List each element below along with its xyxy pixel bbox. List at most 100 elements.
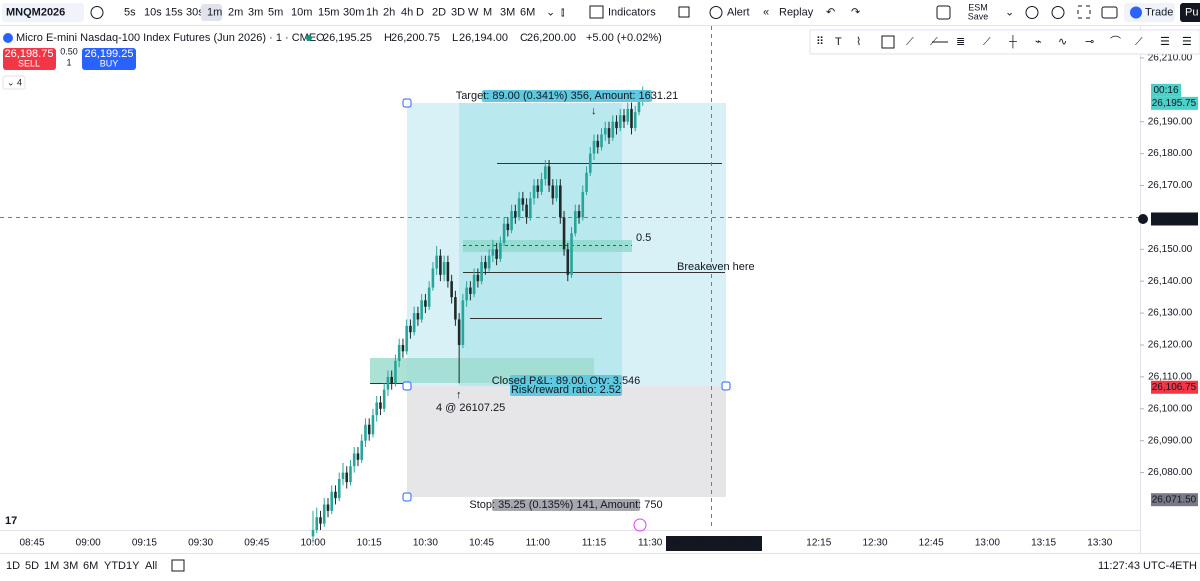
interval[interactable]: 1h <box>366 6 378 18</box>
trade-button[interactable]: Trade <box>1145 6 1173 18</box>
tool-wave[interactable]: ∿ <box>1058 36 1067 48</box>
undo[interactable]: ↶ <box>826 6 835 18</box>
interval[interactable]: 1m <box>207 6 222 18</box>
alert-button[interactable]: Alert <box>727 6 750 18</box>
interval[interactable]: 2m <box>228 6 243 18</box>
tool-arc[interactable]: ⌒ <box>1110 35 1121 48</box>
range-button[interactable]: 6M <box>83 560 98 572</box>
chevron[interactable]: ⌄ <box>546 6 555 18</box>
interval[interactable]: 5s <box>124 6 136 18</box>
chart-type-icon[interactable]: ⫾ <box>561 6 565 18</box>
candle-body <box>573 211 577 234</box>
target-label-bg <box>482 90 652 102</box>
buy-button[interactable] <box>82 48 136 70</box>
tool-brush[interactable]: ⟋ <box>906 36 914 48</box>
range-button[interactable]: 1M <box>44 560 59 572</box>
interval[interactable]: W <box>468 6 479 18</box>
buy-label[interactable]: BUY <box>100 58 119 68</box>
interval[interactable]: 15m <box>318 6 339 18</box>
interval[interactable]: M <box>483 6 492 18</box>
interval[interactable]: 30s <box>186 6 204 18</box>
x-tick-label: 10:30 <box>413 538 438 549</box>
range-button[interactable]: YTD <box>104 560 126 572</box>
tool-fib[interactable]: ≣ <box>956 36 965 48</box>
tool-ray[interactable]: ⊸ <box>1085 36 1094 48</box>
tool-pen[interactable]: ⌁ <box>1035 36 1042 48</box>
price-label: 26,106.75 <box>1152 382 1197 393</box>
candle-body <box>615 121 618 129</box>
candle-body <box>630 108 633 129</box>
interval[interactable]: 10m <box>291 6 312 18</box>
settings-icon[interactable] <box>1051 6 1065 19</box>
tool-curve[interactable]: ⟋ <box>1135 36 1143 48</box>
indicator-toggle[interactable] <box>2 75 26 90</box>
drag-handle[interactable]: ⠿ <box>816 36 824 48</box>
symbol-box[interactable] <box>2 3 84 22</box>
indicators-button[interactable]: Indicators <box>608 6 656 18</box>
interval[interactable]: 6M <box>520 6 535 18</box>
interval[interactable]: 2D <box>432 6 446 18</box>
indicator-chevron[interactable]: ⌄ <box>7 77 15 87</box>
interval[interactable]: 10s <box>144 6 162 18</box>
templates-icon[interactable] <box>678 6 690 18</box>
candle-body <box>469 287 472 294</box>
indicator-count[interactable]: 4 <box>17 77 22 87</box>
replay-button[interactable]: Replay <box>779 6 814 18</box>
candle-body <box>570 233 573 275</box>
add-icon[interactable] <box>90 6 104 19</box>
y-tick-label: 26,110.00 <box>1148 372 1192 383</box>
sell-price[interactable]: 26,198.75 <box>5 48 54 60</box>
candle-body <box>375 402 378 416</box>
date-range-icon[interactable] <box>171 559 185 572</box>
range-button[interactable]: 1Y <box>126 560 140 572</box>
tool-path[interactable]: ⌇ <box>856 36 861 48</box>
cme-logo <box>3 33 13 43</box>
position-handle[interactable] <box>402 98 412 108</box>
layout-name[interactable]: ESM <box>968 2 988 12</box>
interval[interactable]: 15s <box>165 6 183 18</box>
candle-body <box>424 300 427 307</box>
sell-label[interactable]: SELL <box>18 58 40 68</box>
quantity[interactable]: 1 <box>66 57 71 67</box>
tool-rect[interactable] <box>881 35 895 49</box>
publish-box[interactable] <box>1180 3 1200 22</box>
interval[interactable]: 3M <box>500 6 515 18</box>
redo[interactable]: ↷ <box>851 6 860 18</box>
interval[interactable]: 3m <box>248 6 263 18</box>
candle-body <box>461 300 465 345</box>
tool-cross[interactable]: ┼ <box>1008 34 1017 49</box>
range-button[interactable]: 3M <box>63 560 78 572</box>
interval[interactable]: 30m <box>343 6 364 18</box>
range-button[interactable]: 1D <box>6 560 20 572</box>
interval[interactable]: 4h <box>401 6 413 18</box>
buy-price[interactable]: 26,199.25 <box>85 48 134 60</box>
position-handle[interactable] <box>402 492 412 502</box>
candle-body <box>401 344 405 352</box>
symbol[interactable]: MNQM2026 <box>6 6 65 18</box>
layout-icon[interactable] <box>936 5 951 20</box>
layout-chevron[interactable]: ⌄ <box>1005 6 1014 18</box>
interval[interactable]: 3D <box>451 6 465 18</box>
range-button[interactable]: All <box>145 560 157 572</box>
interval[interactable]: 5m <box>268 6 283 18</box>
publish-button[interactable]: Pu <box>1185 6 1198 18</box>
sell-button[interactable] <box>3 48 56 70</box>
tool-trend[interactable]: ⟋ <box>983 36 991 48</box>
position-handle[interactable] <box>721 381 731 391</box>
range-button[interactable]: 5D <box>25 560 39 572</box>
x-tick-label: 10:15 <box>357 538 382 549</box>
search-icon[interactable] <box>1025 6 1039 19</box>
tool-text[interactable]: T <box>835 36 842 48</box>
interval[interactable]: D <box>416 6 424 18</box>
session[interactable]: ETH <box>1175 560 1197 572</box>
interval[interactable]: 2h <box>383 6 395 18</box>
tool-channel[interactable]: ☰ <box>1160 36 1170 48</box>
snapshot-icon[interactable] <box>1101 6 1118 19</box>
crosshair-add[interactable] <box>1138 213 1148 224</box>
event-icon[interactable] <box>633 518 647 532</box>
x-tick-label: 11:30 <box>638 538 663 549</box>
tool-parallel[interactable]: ☰ <box>1182 36 1192 48</box>
fullscreen-icon[interactable] <box>1077 5 1091 19</box>
position-handle[interactable] <box>402 381 412 391</box>
layout-save[interactable]: Save <box>968 11 989 21</box>
